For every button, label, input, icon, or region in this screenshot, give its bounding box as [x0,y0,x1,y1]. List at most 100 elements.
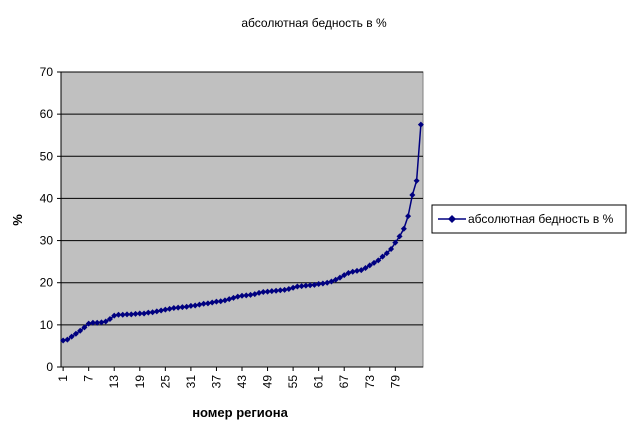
data-point [409,192,416,199]
data-point [234,293,241,300]
data-point [315,280,322,287]
x-tick-label: 25 [158,375,172,389]
data-point [353,267,360,274]
data-point [371,259,378,266]
data-point [298,283,305,290]
data-point [136,310,143,317]
x-tick-label: 55 [286,375,300,389]
data-point [362,264,369,271]
series-group [60,121,424,344]
data-point [179,304,186,311]
legend-label: абсолютная бедность в % [468,212,614,226]
y-tick-label: 20 [40,276,54,290]
data-point [187,302,194,309]
data-point [119,311,126,318]
data-point [213,298,220,305]
data-point [268,288,275,295]
x-tick-label: 37 [209,375,223,389]
data-point [102,318,109,325]
data-point [379,253,386,260]
data-point [81,324,88,331]
data-point [98,319,105,326]
x-tick-label: 1 [56,375,70,382]
data-point [332,276,339,283]
data-point [124,311,131,318]
data-point [247,291,254,298]
data-point [256,289,263,296]
data-point [196,301,203,308]
data-point [209,299,216,306]
data-point [204,300,211,307]
data-point [366,262,373,269]
legend-marker [448,215,456,223]
data-point [277,287,284,294]
x-tick-label: 67 [337,375,351,389]
data-point [239,292,245,299]
data-point [153,308,160,315]
data-point [388,246,395,252]
y-axis-label: % [10,214,25,226]
data-point [60,337,67,344]
x-tick-label: 49 [261,375,275,389]
data-point [64,336,71,343]
data-point [141,310,148,317]
y-tick-labels: 0 10 20 30 40 50 60 70 [40,65,54,374]
data-point [149,309,156,316]
data-point [405,213,412,220]
y-tick-label: 60 [40,107,54,121]
data-point [183,303,190,310]
data-point [358,267,365,274]
x-tick-label: 13 [107,375,121,389]
x-tick-label: 61 [312,375,326,389]
plot-area [60,71,424,368]
x-tick-label: 31 [184,375,198,389]
gridlines [57,71,423,368]
data-point [111,312,118,319]
data-point [273,287,280,294]
legend: абсолютная бедность в % [431,204,627,234]
data-point [158,307,165,314]
data-point [77,327,84,334]
data-point [217,298,224,305]
data-point [166,305,173,312]
data-point [115,311,122,318]
data-point [175,304,182,311]
data-point [396,233,403,240]
data-point [68,333,75,340]
data-point [132,310,139,317]
y-tick-label: 30 [40,234,54,248]
y-tick-label: 10 [40,318,54,332]
data-point [243,292,250,299]
y-tick-label: 50 [40,149,54,163]
data-point [162,306,169,313]
data-point [72,330,79,337]
x-tick-label: 73 [363,375,377,389]
data-point [375,257,382,264]
data-point [128,311,135,318]
data-point [383,250,390,257]
y-tick-label: 40 [40,191,54,205]
data-point [413,177,420,184]
y-tick-label: 0 [46,360,53,374]
data-point [264,288,271,295]
x-tick-label: 43 [235,375,249,389]
x-tick-label: 7 [82,375,96,382]
data-point [200,300,207,307]
chart-title: абсолютная бедность в % [241,16,387,30]
data-point [260,288,267,295]
x-tick-label: 79 [388,375,402,389]
data-point [106,315,113,322]
data-point [302,282,309,289]
data-point [94,319,101,326]
x-tick-labels: 1 7 13 19 25 31 37 43 49 55 61 67 73 79 [56,367,402,388]
data-point [145,309,152,316]
data-point [311,281,318,288]
y-tick-label: 70 [40,65,54,79]
data-point [294,283,301,290]
data-point [307,282,314,289]
data-point [341,272,348,279]
data-point [349,268,356,275]
data-point [89,319,96,326]
data-point [336,274,343,281]
